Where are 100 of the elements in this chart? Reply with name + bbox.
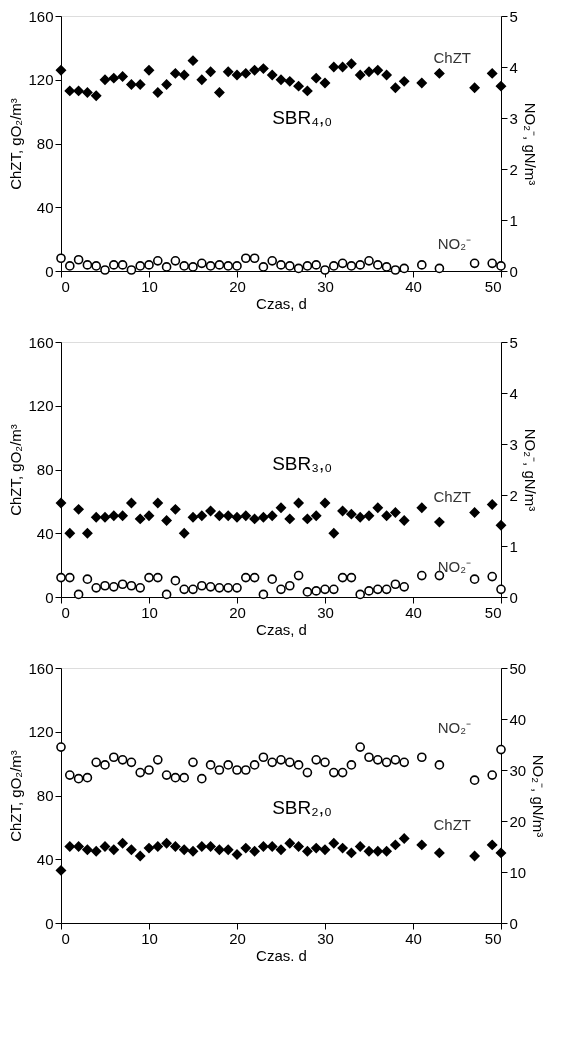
y2-tick-label: 1	[509, 537, 518, 555]
point	[152, 497, 163, 509]
x-tick-label: 40	[405, 277, 422, 295]
point	[240, 765, 251, 775]
x-tick-label: 10	[141, 277, 158, 295]
point	[328, 838, 339, 849]
point	[135, 767, 146, 778]
point	[416, 502, 427, 513]
point	[355, 260, 366, 270]
series-label: NO₂⁻	[437, 234, 471, 252]
point	[399, 76, 410, 87]
point	[434, 516, 445, 528]
point	[144, 572, 154, 583]
point	[416, 77, 427, 89]
point	[434, 760, 445, 770]
x-tick-label: 50	[484, 277, 502, 295]
point	[152, 87, 163, 98]
point	[381, 846, 392, 857]
point	[337, 505, 348, 517]
y2-tick-label: 0	[509, 262, 518, 280]
y-tick-label: 120	[28, 71, 54, 89]
point	[55, 865, 67, 876]
point	[64, 528, 75, 539]
point	[311, 260, 322, 270]
point	[258, 63, 269, 74]
point	[487, 499, 498, 510]
point	[293, 570, 304, 581]
point	[126, 844, 137, 855]
point	[152, 754, 163, 765]
y2-tick-label: 5	[509, 333, 518, 351]
y-tick-label: 160	[28, 7, 54, 25]
point	[293, 497, 304, 509]
point	[416, 570, 427, 581]
point	[223, 66, 234, 77]
y2-tick-label: 4	[509, 384, 518, 402]
point	[249, 846, 260, 857]
point	[337, 767, 348, 778]
point	[117, 260, 128, 270]
point	[187, 846, 199, 857]
point	[284, 513, 295, 525]
point	[276, 754, 286, 765]
point	[214, 260, 225, 270]
y2-tick-label: 20	[509, 812, 527, 830]
point	[135, 850, 146, 862]
point	[205, 66, 216, 77]
x-axis-title: Czas. d	[256, 946, 307, 964]
point	[108, 73, 119, 84]
point	[258, 841, 269, 852]
x-tick-label: 40	[405, 929, 422, 947]
point	[187, 512, 199, 523]
point	[56, 253, 66, 264]
point	[311, 510, 322, 521]
point	[258, 262, 269, 272]
point	[179, 844, 190, 855]
point	[64, 770, 75, 780]
x-axis-title: Czas, d	[256, 294, 307, 312]
point	[319, 497, 331, 509]
point	[328, 61, 339, 73]
x-tick-label: 20	[229, 277, 246, 295]
point	[275, 74, 287, 85]
point	[82, 574, 93, 584]
point	[337, 572, 348, 583]
y2-axis-title: NO₂⁻, gN/m³	[530, 754, 548, 838]
point	[390, 839, 401, 851]
point	[363, 510, 375, 521]
point	[346, 509, 357, 520]
point	[293, 841, 304, 852]
point	[320, 757, 330, 768]
point	[311, 586, 322, 596]
point	[214, 844, 225, 855]
point	[144, 260, 154, 270]
point	[73, 504, 84, 515]
point	[258, 512, 269, 523]
y-tick-label: 0	[45, 914, 54, 932]
point	[328, 584, 339, 595]
point	[381, 584, 392, 595]
point	[143, 842, 155, 854]
point	[117, 579, 128, 590]
point	[311, 842, 322, 854]
point	[64, 261, 75, 271]
point	[249, 760, 260, 770]
y-tick-label: 120	[28, 397, 54, 415]
point	[267, 510, 278, 521]
point	[214, 583, 225, 593]
point	[91, 757, 102, 768]
point	[311, 73, 322, 84]
y2-tick-label: 0	[509, 914, 518, 932]
point	[416, 752, 427, 763]
y2-tick-label: 40	[509, 710, 527, 728]
point	[364, 255, 374, 266]
point	[73, 85, 84, 97]
point	[372, 584, 383, 595]
point	[170, 68, 181, 79]
point	[161, 79, 172, 90]
point	[179, 584, 190, 595]
point	[469, 507, 480, 518]
x-tick-label: 10	[141, 603, 158, 621]
point	[135, 261, 146, 271]
point	[64, 841, 75, 852]
point	[214, 765, 225, 775]
